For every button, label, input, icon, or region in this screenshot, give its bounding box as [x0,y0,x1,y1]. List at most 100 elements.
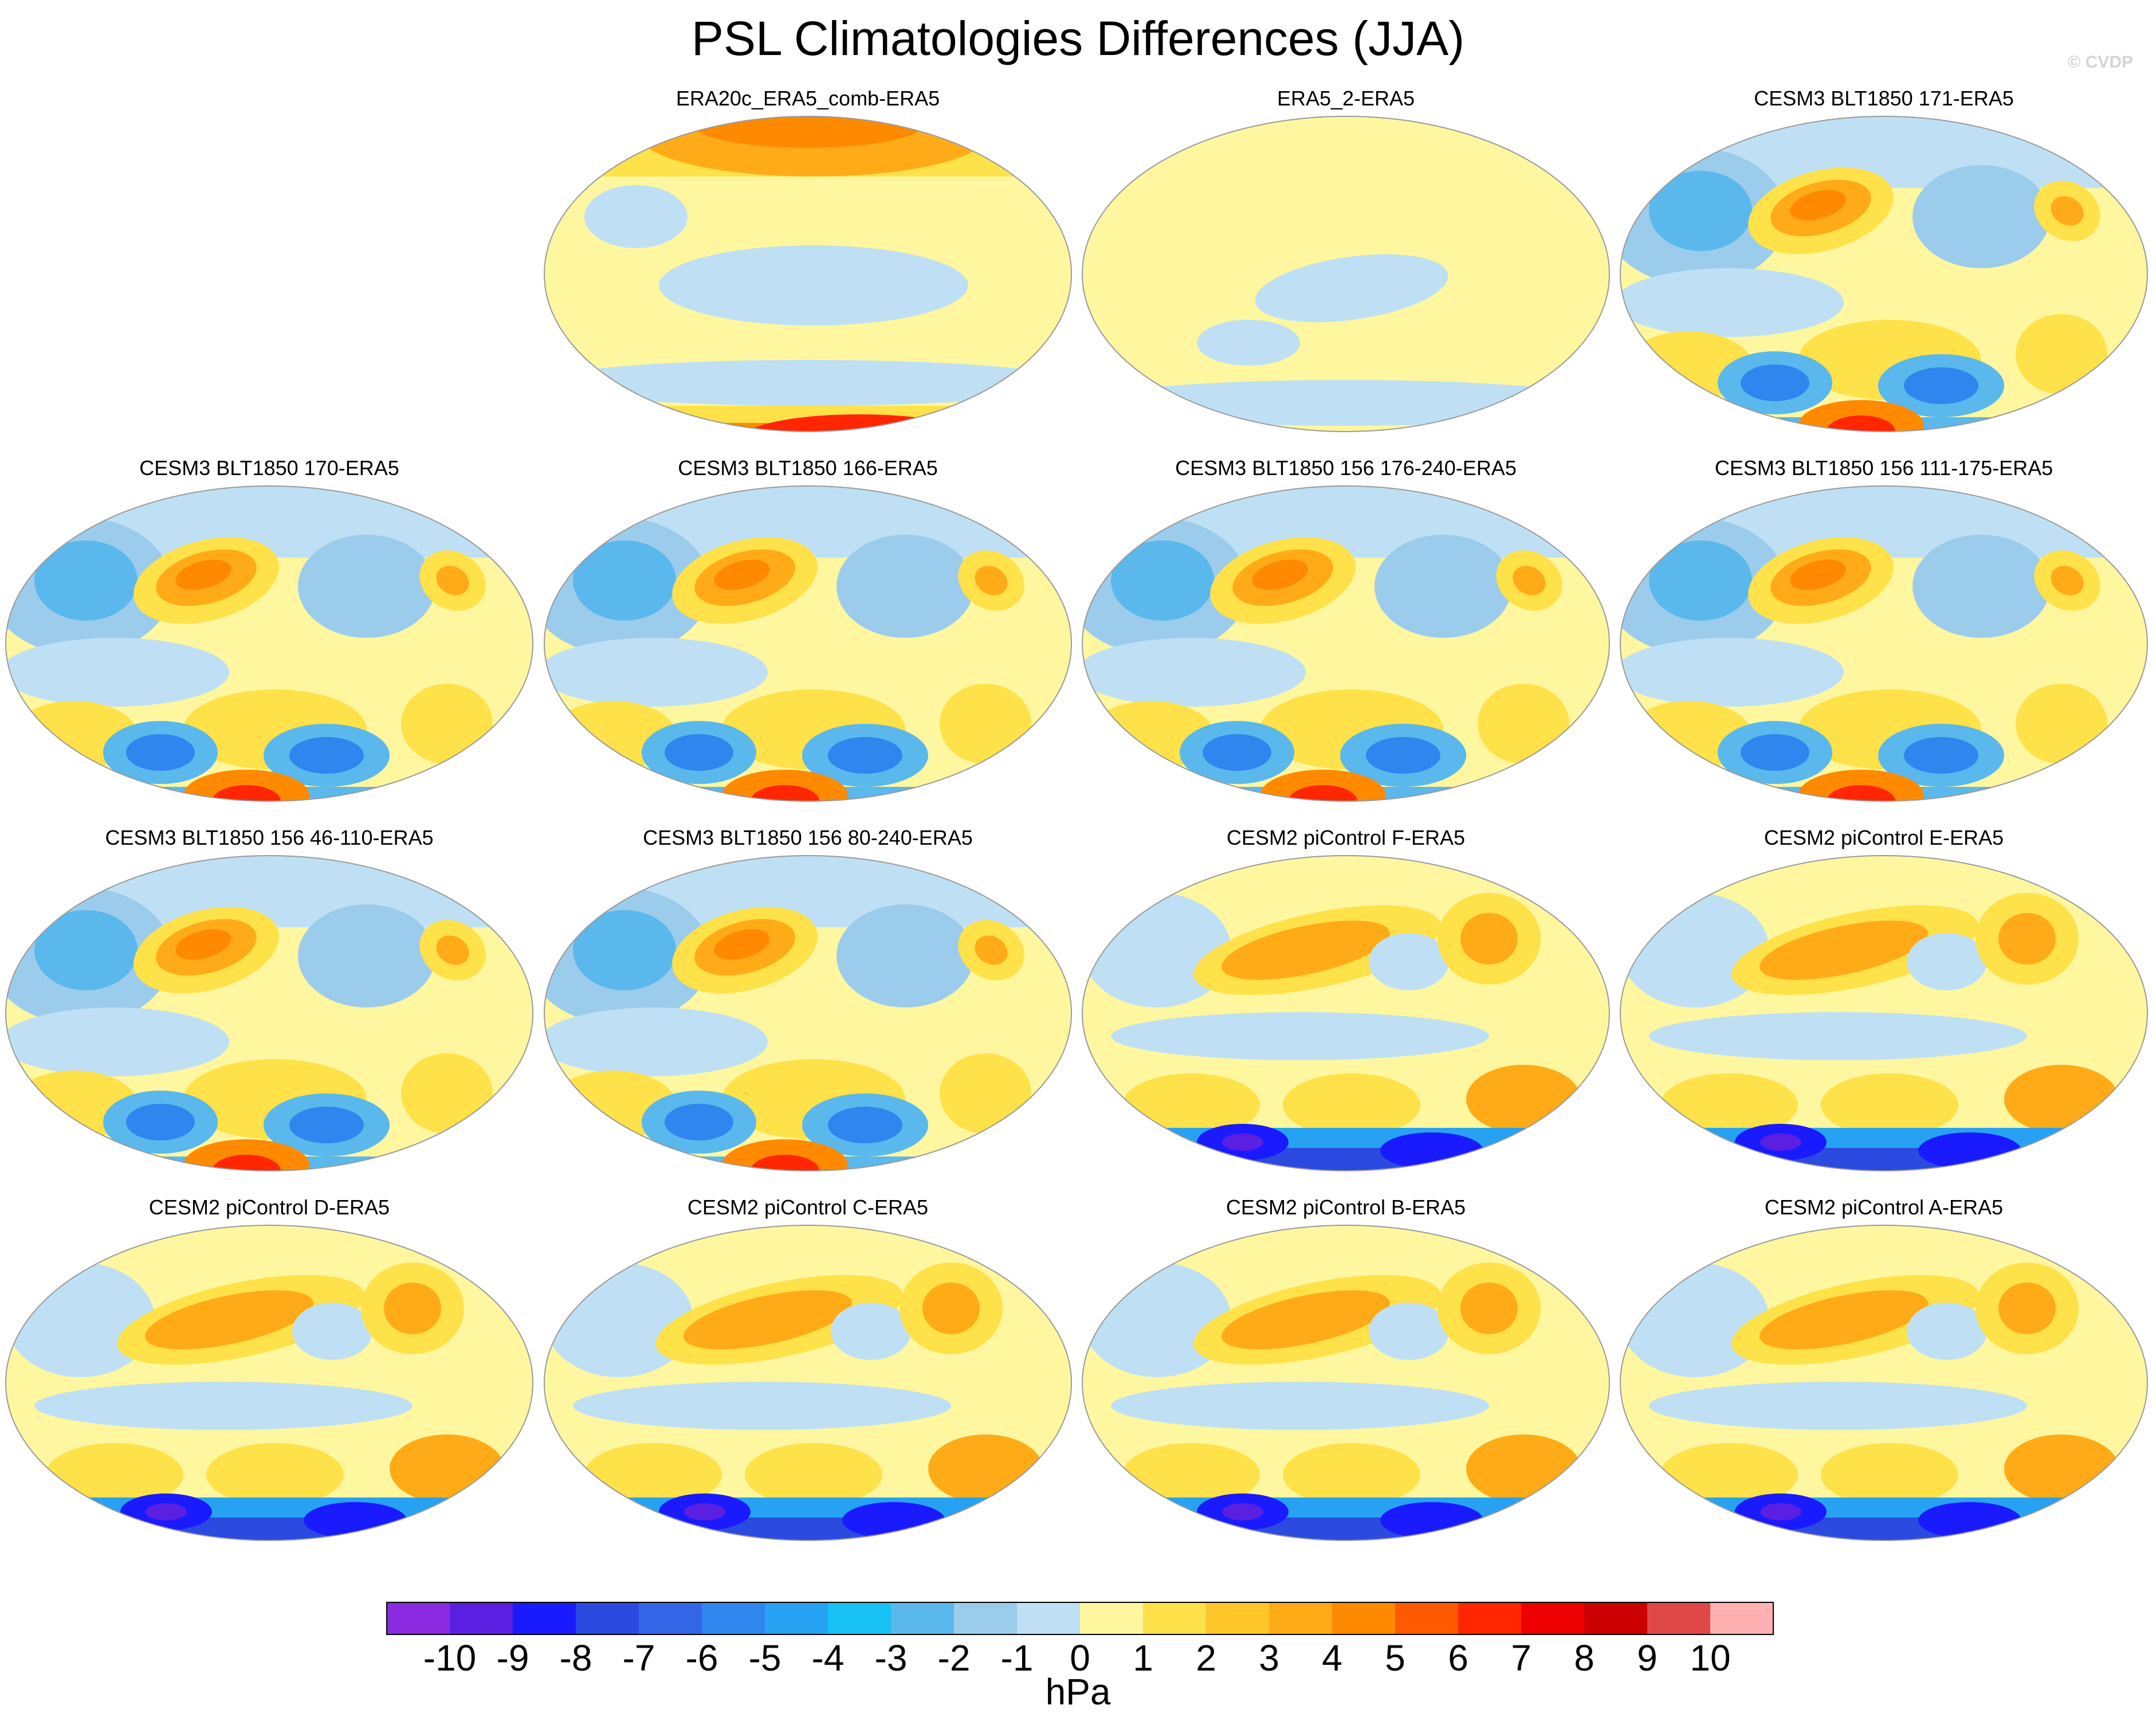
map-outline [5,485,533,802]
map-field [5,855,533,1171]
southern-low-east [1380,1132,1483,1169]
map-field [1082,1225,1610,1541]
south-pacific-high-2 [745,1443,882,1506]
colorbar-swatch [765,1602,828,1634]
south-pacific-high-2 [206,1443,344,1506]
southern-low-west-core [665,734,733,771]
colorbar-swatch [387,1602,450,1634]
tropical-pacific-anomaly [573,1382,951,1430]
tropical-anomaly [544,638,768,707]
map-panel: CESM2 piControl D-ERA5 [0,1195,539,1541]
antarctic-high-core [1827,415,1895,432]
north-atlantic-high-core [922,1283,980,1334]
map-field [1620,1225,2148,1541]
north-pacific-high-core [1760,920,1928,980]
southern-low-west-core [665,1104,733,1140]
south-atlantic-high [2004,1434,2119,1503]
southern-band-core [1082,1148,1609,1171]
map-panel: CESM3 BLT1850 156 46-110-ERA5 [0,825,539,1171]
southern-low-west-core [126,734,195,771]
colorbar-swatch [1080,1602,1143,1634]
tropical-anomaly [6,638,229,707]
southern-low-west-core [126,1104,195,1140]
southern-low-east-core [1366,737,1440,774]
antarctic-high-core [212,785,281,801]
contour-field [1082,1225,1609,1540]
map-outline [544,1225,1072,1541]
colorbar-swatch [1332,1602,1395,1634]
north-atlantic-high-core [2051,566,2084,595]
contour-field [1620,486,2147,801]
panel-title: CESM2 piControl F-ERA5 [1226,826,1466,849]
north-america-anomaly [1907,1303,1987,1360]
south-atlantic-high [2016,684,2107,764]
south-pacific-high [46,1443,183,1506]
map-panel: CESM3 BLT1850 166-ERA5 [539,456,1077,802]
north-atlantic-high-core [1998,913,2056,965]
north-america-anomaly [831,1303,911,1360]
tropical-anomaly [1620,638,1844,707]
map-panel: CESM2 piControl C-ERA5 [539,1195,1077,1541]
map-field [1082,855,1610,1171]
panel-title: CESM3 BLT1850 171-ERA5 [1754,87,2014,110]
southern-low-west-core [1741,364,1809,401]
north-america-low [837,904,974,1007]
map-panel: ERA20c_ERA5_comb-ERA5 [539,86,1077,432]
panel-title: CESM2 piControl C-ERA5 [687,1195,929,1219]
map-outline [1620,1225,2148,1541]
map-outline [1082,116,1610,432]
eurasia-low-core [573,910,676,990]
map-panel: CESM2 piControl A-ERA5 [1615,1195,2153,1541]
antarctic-high-core [212,1155,281,1171]
southern-low-east-core [828,1107,902,1143]
south-pacific-high [1660,1443,1798,1506]
map-panel: CESM3 BLT1850 156 80-240-ERA5 [539,825,1077,1171]
tropical-anomaly [1620,268,1844,337]
north-atlantic-high-core [436,566,469,595]
north-america-anomaly [1369,1303,1449,1360]
contour-field [1620,1225,2147,1540]
north-atlantic-high-core [384,1283,441,1334]
panel-title: CESM3 BLT1850 156 111-175-ERA5 [1714,456,2053,480]
north-atlantic-high-core [1998,1283,2056,1334]
north-america-low [298,904,435,1007]
north-pacific-high-peak [175,929,231,960]
colorbar-swatch [1521,1602,1584,1634]
indian-ocean-anomaly [1197,320,1300,366]
southern-low-west-core [1222,1134,1263,1151]
south-pacific-high-2 [1283,1443,1420,1506]
southern-low-east [304,1502,407,1539]
southern-low-west-core [684,1503,725,1520]
eurasia-low-core [1649,171,1752,251]
map-outline [1082,855,1610,1171]
midlatitude-band [544,360,1071,406]
map-panel: CESM3 BLT1850 156 111-175-ERA5 [1615,456,2153,802]
colorbar-swatch [1017,1602,1080,1634]
colorbar-swatch [1143,1602,1206,1634]
north-america-low [298,535,435,638]
south-atlantic-high [401,1053,493,1134]
colorbar-swatch [639,1602,702,1634]
eurasia-low-core [34,910,138,990]
map-outline [5,855,533,1171]
contour-field [1082,856,1609,1171]
north-pacific-high-core [1222,920,1390,980]
panel-title: CESM2 piControl D-ERA5 [148,1195,390,1219]
panel-title: ERA20c_ERA5_comb-ERA5 [676,87,940,110]
south-pacific-high [1660,1073,1798,1136]
south-atlantic-high [2016,314,2107,394]
contour-field [1620,856,2147,1171]
map-field [1620,855,2148,1171]
southern-low-west-core [1760,1503,1801,1520]
colorbar-swatch [1647,1602,1710,1634]
south-atlantic-high [390,1434,504,1503]
south-atlantic-high [940,684,1031,764]
north-america-anomaly [1907,933,1987,990]
panel-title: CESM2 piControl A-ERA5 [1764,1195,2004,1219]
north-atlantic-high-core [1460,913,1518,965]
asia-anomaly [584,185,688,248]
north-pacific-high-peak [714,559,770,590]
tropical-pacific-anomaly [1111,1012,1489,1060]
southern-low-west-core [1222,1503,1263,1520]
eurasia-low-core [573,540,676,621]
